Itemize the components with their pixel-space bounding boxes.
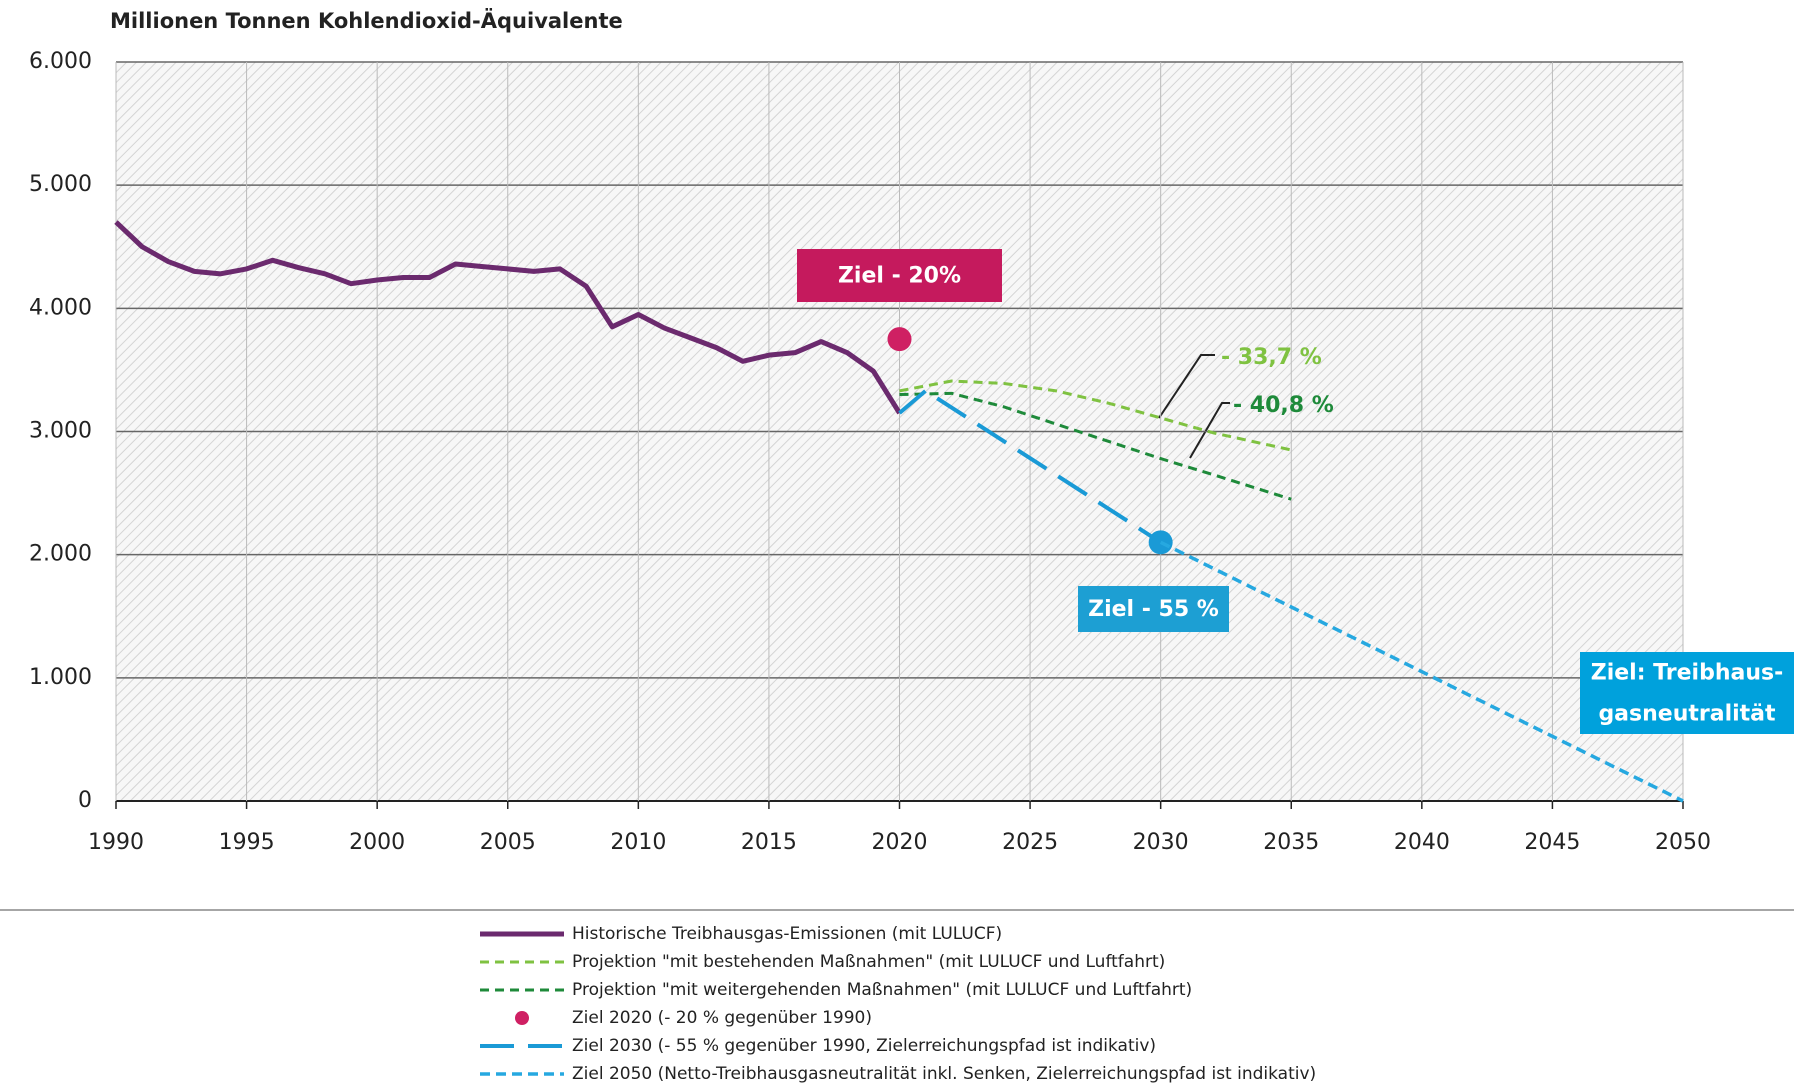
y-tick-label: 6.000 [29,49,92,74]
x-tick-label: 2005 [480,830,536,855]
x-tick-label: 2000 [349,830,405,855]
annotation-box [1078,586,1229,632]
x-tick-label: 2050 [1655,830,1711,855]
y-tick-label: 2.000 [29,542,92,567]
x-tick-label: 1990 [88,830,144,855]
y-tick-label: 4.000 [29,295,92,320]
x-tick-label: 2040 [1394,830,1450,855]
x-tick-label: 2010 [610,830,666,855]
annotation-text: - 40,8 % [1233,393,1334,418]
legend-label: Projektion "mit bestehenden Maßnahmen" (… [572,952,1165,972]
legend-marker [515,1011,529,1025]
x-tick-label: 2035 [1263,830,1319,855]
leader-line [1189,402,1230,459]
legend-label: Ziel 2030 (- 55 % gegenüber 1990, Zieler… [572,1036,1156,1056]
legend-label: Projektion "mit weitergehenden Maßnahmen… [572,980,1192,1000]
leader-line [1158,354,1215,419]
annotation-text: gasneutralität [1598,702,1776,727]
legend-label: Ziel 2050 (Netto-Treibhausgasneutralität… [572,1064,1316,1084]
annotation-box [797,249,1002,302]
x-tick-label: 2025 [1002,830,1058,855]
series-line [898,388,1162,545]
legend-label: Ziel 2020 (- 20 % gegenüber 1990) [572,1008,872,1028]
y-tick-label: 1.000 [29,665,92,690]
x-tick-label: 2015 [741,830,797,855]
x-tick-label: 2045 [1524,830,1580,855]
series-line [899,379,1292,452]
annotation-box [1580,652,1794,734]
annotation-text: Ziel: Treibhaus- [1591,661,1783,686]
series-line [899,391,1292,501]
y-tick-label: 5.000 [29,172,92,197]
annotation-text: - 33,7 % [1221,345,1322,370]
chart-title: Millionen Tonnen Kohlendioxid-Äquivalent… [110,8,623,33]
series-line [114,220,902,415]
x-tick-label: 2020 [872,830,928,855]
x-tick-label: 2030 [1133,830,1189,855]
y-tick-label: 0 [78,788,92,813]
series-line [1159,540,1684,803]
target-point [887,327,912,352]
x-tick-label: 1995 [219,830,275,855]
legend-label: Historische Treibhausgas-Emissionen (mit… [572,924,1002,944]
y-tick-label: 3.000 [29,419,92,444]
annotation-text: Ziel - 20% [838,264,961,289]
annotation-text: Ziel - 55 % [1088,597,1219,622]
